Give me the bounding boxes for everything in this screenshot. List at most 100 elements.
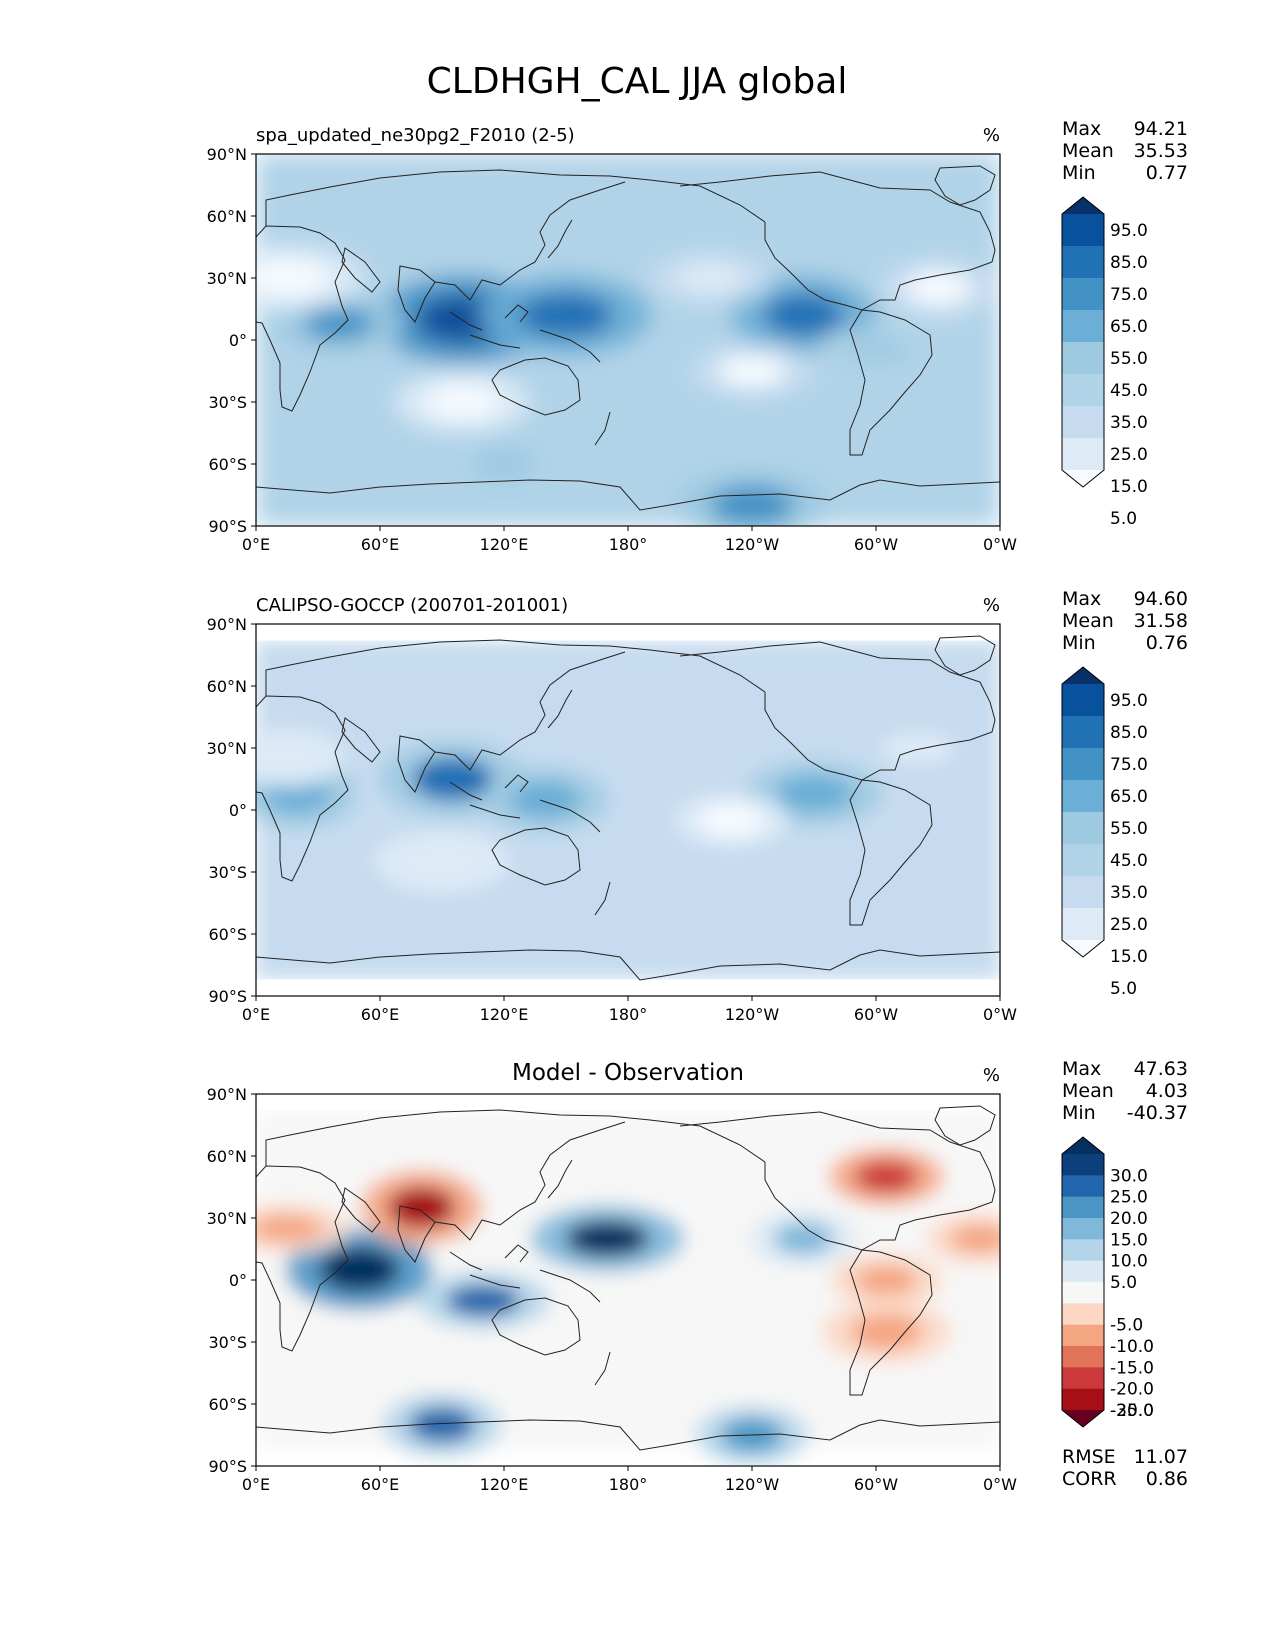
colorbar-segment [1062, 438, 1104, 471]
field-feature-core [776, 775, 852, 812]
x-tick-label: 180° [609, 535, 648, 554]
data-field [256, 154, 1000, 526]
colorbar-tick-label: 75.0 [1110, 755, 1148, 775]
colorbar-extend-max [1062, 1137, 1104, 1154]
x-tick-label: 0°E [242, 1475, 270, 1494]
stat-min-value: 0.76 [1146, 632, 1188, 654]
data-field [256, 1110, 1000, 1465]
colorbar-tick-label: 30.0 [1110, 1166, 1148, 1186]
y-tick-label: 30°N [207, 739, 247, 758]
colorbar-segment [1062, 684, 1104, 717]
colorbar-segment [1062, 1303, 1104, 1326]
data-field [256, 640, 1000, 980]
colorbar-segment [1062, 748, 1104, 781]
colorbar-tick-label: 15.0 [1110, 477, 1148, 497]
colorbar-tick-label: -25.0 [1110, 1401, 1154, 1421]
colorbar-extend-max [1062, 197, 1104, 214]
stat-mean-label: Mean [1062, 1080, 1114, 1102]
colorbar-tick-label: 85.0 [1110, 723, 1148, 743]
panel-units: % [983, 125, 1000, 146]
panel-units: % [983, 595, 1000, 616]
field-feature-core [882, 733, 953, 763]
stat-min-label: Min [1062, 1102, 1096, 1124]
panel-title: CALIPSO-GOCCP (200701-201001) [256, 595, 568, 616]
coastline-japan [547, 689, 573, 729]
colorbar-segment [1062, 1367, 1104, 1390]
coastline-asia-north [265, 1109, 766, 1166]
stat-min-value: 0.77 [1146, 162, 1188, 184]
colorbar-segment [1062, 1324, 1104, 1347]
colorbar-tick-label: 95.0 [1110, 691, 1148, 711]
field-feature-core [708, 485, 796, 526]
panel-title: spa_updated_ne30pg2_F2010 (2-5) [256, 125, 575, 146]
colorbar-tick-label: 95.0 [1110, 221, 1148, 241]
field-feature-core [565, 1220, 650, 1258]
stat-mean-value: 4.03 [1146, 1080, 1188, 1102]
coastline-india [397, 265, 436, 323]
stat-max-value: 47.63 [1134, 1058, 1188, 1080]
y-tick-label: 30°S [208, 393, 247, 412]
colorbar-tick-label: 25.0 [1110, 915, 1148, 935]
y-tick-label: 0° [229, 331, 247, 350]
coastline-maritime [449, 774, 601, 833]
coastline-japan [547, 219, 573, 259]
colorbar-tick-label: 5.0 [1110, 1273, 1137, 1293]
x-tick-label: 0°W [983, 535, 1017, 554]
stat-rmse-value: 11.07 [1134, 1446, 1188, 1468]
coastline-layer [256, 635, 1000, 981]
y-tick-label: 60°S [208, 925, 247, 944]
y-tick-label: 60°S [208, 1395, 247, 1414]
colorbar-extend-min [1062, 1410, 1104, 1427]
colorbar-tick-label: 55.0 [1110, 349, 1148, 369]
field-feature-core [854, 1160, 919, 1193]
panel-difference: Model - Observation % 90°N60°N30°N0°30° [207, 1058, 1188, 1494]
colorbar: 95.0 85.0 75.0 65.0 55.0 45.0 35.0 25.0 15.0 5.0 [1061, 666, 1148, 999]
y-tick-label: 90°S [208, 987, 247, 1006]
field-feature-core [675, 263, 746, 293]
x-tick-label: 120°W [725, 535, 780, 554]
field-feature-core [855, 1265, 918, 1295]
x-tick-label: 0°W [983, 1005, 1017, 1024]
error-stats: RMSE 11.07 CORR 0.86 [1062, 1446, 1188, 1490]
colorbar-segment [1062, 246, 1104, 279]
colorbar-tick-label: 55.0 [1110, 819, 1148, 839]
stat-max-label: Max [1062, 1058, 1101, 1080]
coastline-antarctica [256, 949, 1000, 981]
colorbar-segment [1062, 844, 1104, 877]
x-tick-label: 120°E [480, 1475, 529, 1494]
stat-mean-value: 35.53 [1134, 140, 1188, 162]
colorbar-segment [1062, 1196, 1104, 1219]
coastline-north-america [679, 1111, 996, 1251]
y-tick-label: 30°S [208, 1333, 247, 1352]
field-feature-core [843, 337, 909, 364]
x-tick-label: 60°E [361, 1005, 399, 1024]
x-tick-label: 60°E [361, 1475, 399, 1494]
field-feature-core [717, 355, 787, 387]
coastline-arabia [341, 1187, 381, 1233]
stat-max-label: Max [1062, 588, 1101, 610]
field-feature-core [318, 1247, 400, 1293]
colorbar: 95.0 85.0 75.0 65.0 55.0 45.0 35.0 25.0 15.0 5.0 [1061, 196, 1148, 529]
coastline-india [397, 735, 436, 793]
field-feature-core [904, 271, 972, 306]
y-axis: 90°N 60°N 30°N 0° 30°S 60°S 90°S [207, 615, 256, 1006]
coastline-australia [491, 827, 581, 886]
stat-max-label: Max [1062, 118, 1101, 140]
stat-min-label: Min [1062, 162, 1096, 184]
x-tick-label: 60°W [854, 1005, 898, 1024]
stats-block: Max 94.60 Mean 31.58 Min 0.76 [1062, 588, 1188, 654]
coastline-africa [256, 225, 349, 412]
field-feature-core [303, 306, 375, 341]
stats-block: Max 94.21 Mean 35.53 Min 0.77 [1062, 118, 1188, 184]
stat-min-label: Min [1062, 632, 1096, 654]
coastline-asia-north [265, 169, 766, 226]
x-axis: 0°E 60°E 120°E 180° 120°W 60°W 0°W [242, 1466, 1017, 1494]
field-feature-core [699, 805, 763, 836]
x-tick-label: 60°W [854, 535, 898, 554]
x-tick-label: 0°E [242, 1005, 270, 1024]
y-axis: 90°N 60°N 30°N 0° 30°S 60°S 90°S [207, 145, 256, 536]
y-tick-label: 30°N [207, 269, 247, 288]
colorbar-tick-label: 45.0 [1110, 851, 1148, 871]
field-feature-core [256, 260, 330, 296]
